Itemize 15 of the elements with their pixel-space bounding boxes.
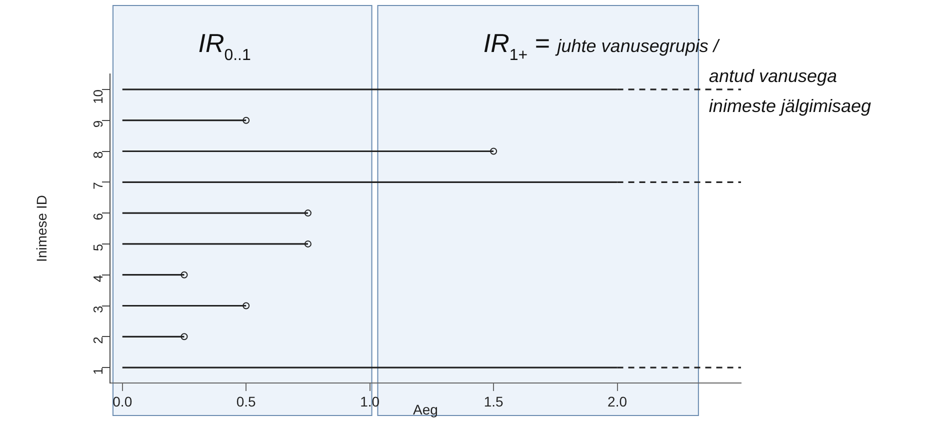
x-tick-label: 0.5 [236, 393, 256, 410]
y-axis-title: Inimese ID [33, 195, 50, 262]
y-tick-label: 8 [90, 151, 106, 158]
x-tick-label: 2.0 [608, 393, 628, 410]
x-axis-title: Aeg [413, 401, 438, 418]
y-tick-label: 5 [90, 244, 106, 252]
x-tick-label: 1.5 [484, 393, 504, 410]
y-tick-label: 1 [90, 368, 106, 375]
y-tick-label: 7 [90, 182, 106, 190]
y-tick-label: 10 [90, 89, 106, 104]
y-tick-label: 9 [90, 120, 106, 128]
y-tick-label: 4 [90, 274, 106, 282]
y-tick-label: 3 [90, 306, 106, 313]
y-tick-label: 6 [90, 213, 106, 220]
y-tick-label: 2 [90, 336, 106, 344]
